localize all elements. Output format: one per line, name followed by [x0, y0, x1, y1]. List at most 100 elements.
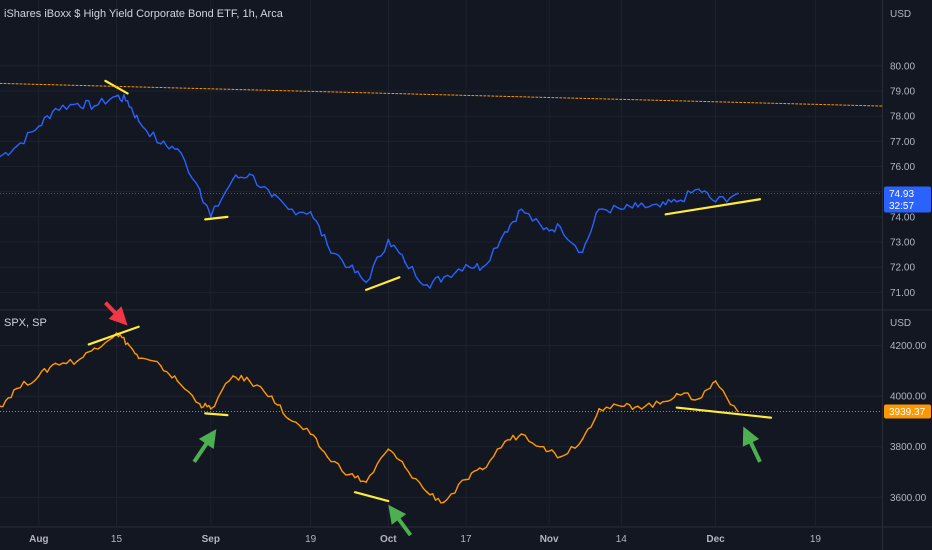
price-tick-label: 3600.00: [890, 493, 927, 504]
data-point: [248, 380, 251, 382]
data-point: [620, 208, 623, 211]
price-tick-label: 4000.00: [890, 392, 927, 403]
data-point: [365, 281, 368, 284]
data-point: [76, 359, 79, 362]
data-point: [465, 478, 467, 481]
time-tick-label: 14: [616, 534, 628, 545]
data-point: [365, 481, 368, 484]
data-point: [15, 387, 18, 390]
price-tick-label: 72.00: [890, 263, 915, 274]
data-point: [198, 402, 201, 405]
last-price-label: 3939.37: [889, 407, 926, 418]
divergence-trend-line: [353, 491, 390, 503]
data-point: [387, 448, 390, 451]
resistance-trend-line: [0, 82, 883, 107]
data-point: [698, 397, 700, 400]
data-point: [404, 466, 406, 468]
data-point: [287, 418, 290, 420]
price-tick-label: 3800.00: [890, 442, 927, 453]
data-point: [520, 208, 523, 211]
drawings-layer: [0, 79, 883, 537]
price-tick-label: 73.00: [890, 238, 915, 249]
data-point: [559, 455, 562, 458]
data-point: [442, 276, 445, 279]
divergence-trend-line: [204, 215, 229, 221]
price-tick-label: 77.00: [890, 137, 915, 148]
price-tick-label: 4200.00: [890, 341, 927, 352]
data-point: [115, 95, 118, 97]
price-tick-label: 71.00: [890, 288, 915, 299]
data-point: [176, 380, 179, 382]
data-point: [126, 100, 129, 102]
data-point: [637, 205, 639, 208]
data-point: [465, 263, 467, 266]
data-point: [542, 445, 545, 448]
data-point: [481, 266, 484, 269]
data-point: [248, 173, 251, 175]
data-point: [232, 178, 234, 180]
data-point: [137, 357, 140, 360]
data-point: [481, 468, 484, 471]
price-tick-label: 79.00: [890, 86, 915, 97]
data-point: [348, 266, 351, 269]
data-point: [698, 188, 700, 191]
time-tick-label: Dec: [706, 534, 725, 545]
pane1-currency-label: USD: [890, 9, 911, 20]
time-tick-label: 17: [460, 534, 472, 545]
data-point: [326, 455, 329, 458]
data-point: [159, 142, 162, 145]
data-point: [348, 473, 351, 476]
bearish-arrow: [104, 301, 128, 326]
data-point: [520, 433, 523, 436]
data-point: [581, 251, 584, 254]
data-point: [503, 440, 506, 443]
data-point: [559, 226, 562, 228]
bullish-arrow: [742, 426, 762, 463]
data-point: [309, 210, 312, 213]
time-tick-label: Oct: [380, 534, 397, 545]
bullish-arrow: [388, 504, 413, 537]
time-tick-label: Nov: [540, 534, 559, 545]
data-point: [198, 188, 201, 191]
data-point: [0, 405, 1, 408]
divergence-trend-line: [87, 325, 140, 346]
price-tick-label: 78.00: [890, 112, 915, 123]
time-tick-label: 19: [305, 534, 317, 545]
price-tick-label: 76.00: [890, 162, 915, 173]
data-point: [404, 261, 406, 264]
data-point: [426, 491, 429, 494]
divergence-trend-line: [104, 79, 129, 95]
price-tick-label: 80.00: [890, 61, 915, 72]
data-point: [37, 375, 40, 377]
data-point: [176, 147, 179, 150]
series-layer: [0, 93, 882, 504]
divergence-trend-line: [664, 198, 762, 216]
data-point: [126, 342, 129, 345]
bar-countdown-label: 32:57: [889, 201, 914, 212]
data-point: [15, 145, 18, 148]
data-point: [659, 402, 662, 405]
data-point: [659, 205, 662, 208]
data-point: [93, 105, 96, 107]
data-point: [581, 438, 584, 441]
axis-layer: iShares iBoxx $ High Yield Corporate Bon…: [4, 8, 931, 545]
data-point: [598, 208, 600, 211]
data-point: [209, 215, 212, 218]
data-point: [714, 200, 717, 203]
data-point: [270, 395, 273, 398]
data-point: [232, 375, 234, 377]
pane2-title: SPX, SP: [4, 317, 47, 329]
data-point: [54, 362, 57, 365]
bullish-arrow: [192, 429, 217, 463]
divergence-trend-line: [365, 276, 401, 291]
data-point: [714, 380, 717, 382]
data-point: [137, 120, 140, 123]
data-point: [37, 125, 40, 128]
last-price-badge: [884, 404, 931, 419]
data-point: [309, 433, 312, 436]
data-point: [542, 228, 545, 231]
data-point: [209, 407, 212, 410]
